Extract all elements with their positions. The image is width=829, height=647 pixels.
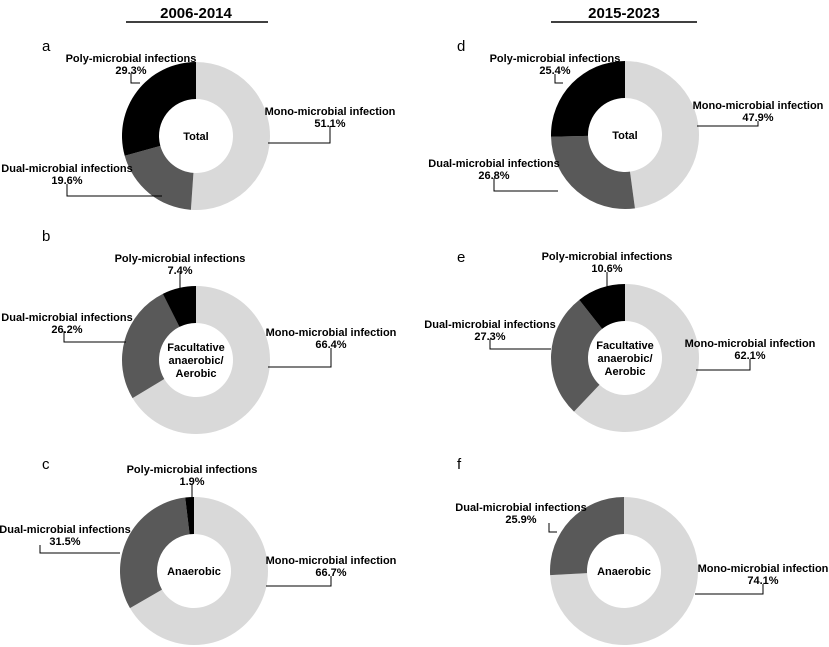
slice-name-label: Dual-microbial infections bbox=[0, 524, 131, 536]
slice-value-label: 26.8% bbox=[478, 170, 509, 182]
slice-value-label: 25.9% bbox=[505, 514, 536, 526]
slice-value-label: 62.1% bbox=[734, 350, 765, 362]
slice-value-label: 51.1% bbox=[314, 118, 345, 130]
slice-mono-microbial-infection bbox=[550, 497, 698, 645]
slice-value-label: 66.4% bbox=[315, 339, 346, 351]
slice-name-label: Poly-microbial infections bbox=[127, 464, 258, 476]
panel-letter-c: c bbox=[42, 456, 50, 473]
center-label: Total bbox=[183, 131, 208, 143]
leader-line-dual-microbial-infections bbox=[39, 545, 120, 554]
leader-line-dual-microbial-infections bbox=[63, 331, 126, 343]
slice-value-label: 10.6% bbox=[591, 263, 622, 275]
leader-line-dual-microbial-infections bbox=[66, 184, 162, 197]
slice-poly-microbial-infections bbox=[185, 497, 194, 535]
slice-value-label: 74.1% bbox=[747, 575, 778, 587]
slice-dual-microbial-infections bbox=[550, 299, 603, 412]
slice-name-label: Dual-microbial infections bbox=[455, 502, 586, 514]
slice-mono-microbial-infection bbox=[129, 497, 268, 645]
leader-line-poly-microbial-infections bbox=[130, 73, 140, 84]
slice-poly-microbial-infections bbox=[551, 61, 625, 137]
slice-value-label: 7.4% bbox=[167, 265, 192, 277]
panel-letter-a: a bbox=[42, 38, 51, 55]
slice-name-label: Mono-microbial infection bbox=[265, 106, 396, 118]
panel-letter-b: b bbox=[42, 228, 50, 245]
slice-name-label: Poly-microbial infections bbox=[542, 251, 673, 263]
slice-poly-microbial-infections bbox=[579, 284, 625, 329]
leader-line-dual-microbial-infections bbox=[493, 178, 558, 192]
panel-letter-f: f bbox=[457, 456, 462, 473]
panel-letter-d: d bbox=[457, 38, 465, 55]
center-label: anaerobic/ bbox=[597, 353, 652, 365]
slice-name-label: Mono-microbial infection bbox=[266, 555, 397, 567]
slice-dual-microbial-infections bbox=[124, 145, 194, 210]
center-label: Aerobic bbox=[605, 366, 646, 378]
leader-line-mono-microbial-infection bbox=[696, 359, 751, 371]
slice-value-label: 66.7% bbox=[315, 567, 346, 579]
slice-mono-microbial-infection bbox=[574, 284, 699, 432]
slice-name-label: Mono-microbial infection bbox=[685, 338, 816, 350]
center-label: Anaerobic bbox=[167, 566, 221, 578]
leader-line-dual-microbial-infections bbox=[548, 523, 557, 533]
slice-dual-microbial-infections bbox=[122, 293, 180, 399]
slice-dual-microbial-infections bbox=[550, 497, 624, 576]
slice-value-label: 25.4% bbox=[539, 65, 570, 77]
leader-line-dual-microbial-infections bbox=[489, 339, 551, 350]
slice-name-label: Dual-microbial infections bbox=[1, 163, 132, 175]
slice-value-label: 29.3% bbox=[115, 65, 146, 77]
slice-dual-microbial-infections bbox=[119, 497, 190, 609]
slice-mono-microbial-infection bbox=[625, 61, 700, 209]
slice-name-label: Mono-microbial infection bbox=[266, 327, 397, 339]
slice-name-label: Dual-microbial infections bbox=[424, 319, 555, 331]
slice-name-label: Dual-microbial infections bbox=[428, 158, 559, 170]
slice-name-label: Poly-microbial infections bbox=[66, 53, 197, 65]
slice-poly-microbial-infections bbox=[162, 286, 196, 327]
slice-value-label: 31.5% bbox=[49, 536, 80, 548]
center-label: Facultative bbox=[167, 342, 224, 354]
slice-name-label: Mono-microbial infection bbox=[698, 563, 829, 575]
slice-dual-microbial-infections bbox=[551, 135, 635, 210]
slice-poly-microbial-infections bbox=[121, 62, 196, 156]
center-label: anaerobic/ bbox=[168, 355, 223, 367]
slice-mono-microbial-infection bbox=[132, 286, 271, 435]
center-label: Total bbox=[612, 130, 637, 142]
slice-name-label: Dual-microbial infections bbox=[1, 312, 132, 324]
leader-line-mono-microbial-infection bbox=[268, 126, 331, 144]
panel-letter-e: e bbox=[457, 249, 465, 266]
column-title-left: 2006-2014 bbox=[160, 5, 232, 22]
column-title-right: 2015-2023 bbox=[588, 5, 660, 22]
slice-value-label: 27.3% bbox=[474, 331, 505, 343]
leader-line-mono-microbial-infection bbox=[268, 348, 332, 368]
slice-value-label: 26.2% bbox=[51, 324, 82, 336]
slice-value-label: 19.6% bbox=[51, 175, 82, 187]
slice-name-label: Poly-microbial infections bbox=[490, 53, 621, 65]
slice-mono-microbial-infection bbox=[190, 62, 271, 210]
slice-name-label: Mono-microbial infection bbox=[693, 100, 824, 112]
leader-line-poly-microbial-infections bbox=[554, 74, 563, 84]
center-label: Anaerobic bbox=[597, 566, 651, 578]
leader-line-mono-microbial-infection bbox=[697, 121, 759, 127]
slice-name-label: Poly-microbial infections bbox=[115, 253, 246, 265]
leader-line-mono-microbial-infection bbox=[266, 576, 332, 587]
slice-value-label: 1.9% bbox=[179, 476, 204, 488]
center-label: Facultative bbox=[596, 340, 653, 352]
center-label: Aerobic bbox=[176, 368, 217, 380]
leader-line-mono-microbial-infection bbox=[695, 584, 764, 595]
slice-value-label: 47.9% bbox=[742, 112, 773, 124]
